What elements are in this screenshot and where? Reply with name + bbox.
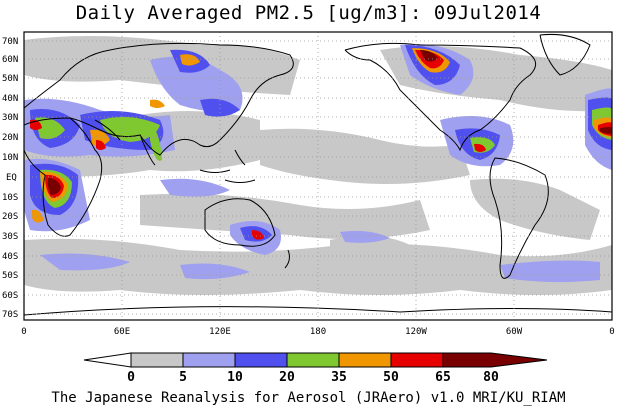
legend-tick: 20 [279,370,295,385]
lat-label: 20S [2,212,18,222]
concentration-field [24,34,612,316]
legend-swatch-1 [130,352,184,368]
lat-label: 30S [2,232,18,242]
lat-label: 60S [2,291,18,301]
lat-label: 10S [2,193,18,203]
legend-tick: 65 [435,370,451,385]
lat-label: 30N [2,113,18,123]
legend-swatch-3 [234,352,288,368]
lat-label: 70S [2,310,18,320]
lat-label: 40S [2,252,18,262]
legend-tick: 0 [127,370,135,385]
graticule [24,32,612,320]
legend-tick: 10 [227,370,243,385]
lat-label: 20N [2,133,18,143]
legend-swatch-5 [338,352,392,368]
legend-swatch-0 [83,352,132,368]
lon-label: 180 [310,327,326,337]
lat-label: 50S [2,271,18,281]
legend-tick: 80 [483,370,499,385]
lat-label: 50N [2,74,18,84]
lat-label: 70N [2,37,18,47]
footer-credit: The Japanese Reanalysis for Aerosol (JRA… [51,390,566,406]
lon-label: 0 [21,327,26,337]
legend-tick: 35 [331,370,347,385]
map-frame [23,31,613,321]
lat-label: 60N [2,55,18,65]
lat-label: 10N [2,153,18,163]
legend-tick: 5 [179,370,187,385]
lon-label: 0 [609,327,614,337]
lat-label: 40N [2,94,18,104]
legend-swatch-4 [286,352,340,368]
lon-label: 60W [506,327,523,337]
lon-label: 120E [209,327,231,337]
color-legend [83,352,548,368]
lat-label: EQ [6,173,17,183]
legend-swatch-6 [390,352,444,368]
lon-label: 120W [405,327,427,337]
lon-label: 60E [114,327,130,337]
legend-swatch-7 [442,352,548,368]
map-title: Daily Averaged PM2.5 [ug/m3]: 09Jul2014 [75,2,542,24]
legend-tick: 50 [383,370,399,385]
legend-swatch-2 [182,352,236,368]
